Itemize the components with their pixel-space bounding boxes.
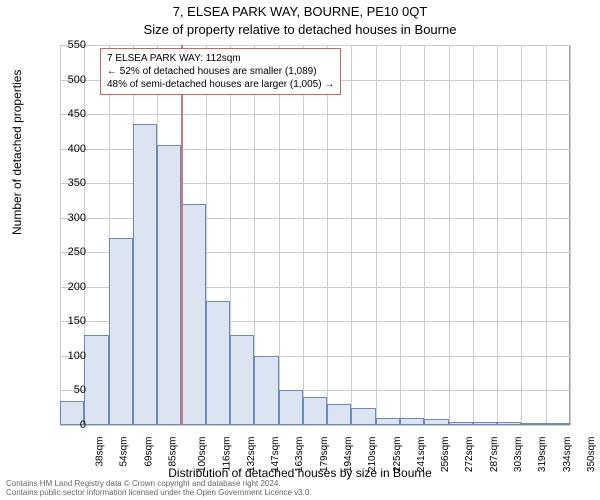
grid-line-v bbox=[497, 45, 498, 425]
grid-line-h bbox=[60, 45, 570, 46]
y-tick-label: 400 bbox=[46, 143, 86, 155]
grid-line-v bbox=[473, 45, 474, 425]
grid-line-h bbox=[60, 425, 570, 426]
grid-line-v bbox=[570, 45, 571, 425]
footer-attribution: Contains HM Land Registry data © Crown c… bbox=[6, 480, 312, 498]
grid-line-v bbox=[60, 45, 61, 425]
grid-line-h bbox=[60, 114, 570, 115]
callout-line-1: 7 ELSEA PARK WAY: 112sqm bbox=[107, 52, 334, 65]
callout-box: 7 ELSEA PARK WAY: 112sqm ← 52% of detach… bbox=[100, 48, 341, 95]
bar bbox=[254, 356, 278, 425]
grid-line-v bbox=[546, 45, 547, 425]
bar bbox=[521, 423, 545, 425]
grid-line-v bbox=[376, 45, 377, 425]
y-tick-label: 300 bbox=[46, 212, 86, 224]
title-sub: Size of property relative to detached ho… bbox=[0, 22, 600, 37]
y-tick-label: 500 bbox=[46, 74, 86, 86]
grid-line-v bbox=[279, 45, 280, 425]
bar bbox=[424, 419, 448, 425]
x-tick-label: 54sqm bbox=[119, 437, 130, 467]
bar bbox=[400, 418, 424, 425]
x-tick-label: 38sqm bbox=[95, 437, 106, 467]
bar bbox=[303, 397, 327, 425]
bar bbox=[84, 335, 108, 425]
y-tick-label: 450 bbox=[46, 108, 86, 120]
grid-line-v bbox=[521, 45, 522, 425]
y-axis-label: Number of detached properties bbox=[10, 70, 24, 235]
bar bbox=[230, 335, 254, 425]
bar bbox=[546, 423, 570, 425]
bar bbox=[279, 390, 303, 425]
grid-line-v bbox=[303, 45, 304, 425]
footer-line-2: Contains public sector information licen… bbox=[6, 489, 312, 498]
y-tick-label: 100 bbox=[46, 350, 86, 362]
bar bbox=[449, 422, 473, 425]
y-tick-label: 200 bbox=[46, 281, 86, 293]
bar bbox=[497, 422, 521, 425]
y-tick-label: 50 bbox=[46, 384, 86, 396]
bar bbox=[133, 124, 157, 425]
bar bbox=[376, 418, 400, 425]
grid-line-v bbox=[351, 45, 352, 425]
x-tick-label: 69sqm bbox=[143, 437, 154, 467]
grid-line-v bbox=[400, 45, 401, 425]
bar bbox=[181, 204, 205, 425]
title-main: 7, ELSEA PARK WAY, BOURNE, PE10 0QT bbox=[0, 4, 600, 19]
y-tick-label: 0 bbox=[46, 419, 86, 431]
bar bbox=[327, 404, 351, 425]
bar bbox=[206, 301, 230, 425]
y-tick-label: 150 bbox=[46, 315, 86, 327]
x-tick-label: 85sqm bbox=[168, 437, 179, 467]
bar bbox=[351, 408, 375, 425]
plot-area: 7 ELSEA PARK WAY: 112sqm ← 52% of detach… bbox=[60, 45, 570, 425]
y-tick-label: 550 bbox=[46, 39, 86, 51]
grid-line-v bbox=[327, 45, 328, 425]
bar bbox=[157, 145, 181, 425]
grid-line-v bbox=[449, 45, 450, 425]
chart-container: 7, ELSEA PARK WAY, BOURNE, PE10 0QT Size… bbox=[0, 0, 600, 500]
callout-line-3: 48% of semi-detached houses are larger (… bbox=[107, 78, 334, 91]
x-axis-label: Distribution of detached houses by size … bbox=[0, 466, 600, 480]
bar bbox=[473, 422, 497, 425]
y-tick-label: 350 bbox=[46, 177, 86, 189]
grid-line-v bbox=[424, 45, 425, 425]
bar bbox=[109, 238, 133, 425]
marker-line bbox=[181, 45, 183, 425]
callout-line-2: ← 52% of detached houses are smaller (1,… bbox=[107, 65, 334, 78]
y-tick-label: 250 bbox=[46, 246, 86, 258]
